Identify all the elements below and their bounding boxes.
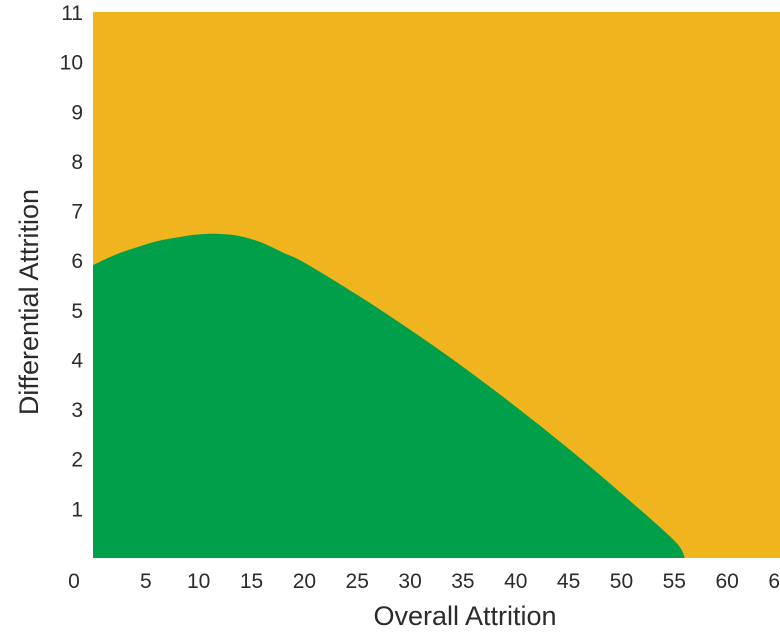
y-tick-label: 6 (71, 250, 83, 273)
x-tick-label: 30 (398, 570, 421, 593)
y-tick-label: 2 (71, 449, 83, 472)
x-tick-label: 10 (187, 570, 210, 593)
x-tick-label: 20 (293, 570, 316, 593)
x-tick-label: 0 (68, 570, 80, 593)
y-tick-label: 7 (71, 201, 83, 224)
acceptable-region (93, 233, 685, 559)
x-tick-label: 25 (346, 570, 369, 593)
y-tick-label: 5 (71, 300, 83, 323)
x-tick-label: 5 (140, 570, 152, 593)
plot-area (93, 12, 780, 559)
y-tick-label: 10 (60, 52, 83, 75)
x-tick-label: 65 (768, 570, 780, 593)
x-tick-label: 60 (715, 570, 738, 593)
x-tick-label: 15 (240, 570, 263, 593)
y-tick-label: 11 (61, 2, 83, 25)
y-axis-ticks: 1 2 3 4 5 6 7 8 9 10 11 (60, 2, 84, 521)
x-axis-label: Overall Attrition (373, 601, 556, 631)
x-tick-label: 45 (557, 570, 580, 593)
y-tick-label: 4 (71, 349, 83, 372)
y-tick-label: 1 (71, 498, 83, 521)
y-tick-label: 8 (71, 151, 83, 174)
x-tick-label: 35 (451, 570, 474, 593)
x-axis-ticks: 0 5 10 15 20 25 30 35 40 45 50 55 60 65 (68, 570, 780, 593)
x-tick-label: 50 (610, 570, 633, 593)
x-tick-label: 55 (663, 570, 686, 593)
y-axis-label: Differential Attrition (14, 189, 44, 415)
x-tick-label: 40 (504, 570, 527, 593)
y-tick-label: 9 (71, 101, 83, 124)
y-tick-label: 3 (71, 399, 83, 422)
